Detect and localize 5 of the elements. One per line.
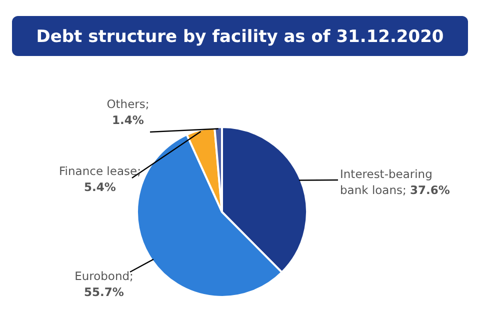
- slice-label: Eurobond; 55.7%: [74, 269, 134, 299]
- slice-label: Others; 1.4%: [106, 97, 150, 127]
- chart-title: Debt structure by facility as of 31.12.2020: [36, 27, 444, 47]
- slice-label: Interest-bearing bank loans; 37.6%: [340, 167, 450, 197]
- slice-label: Finance lease; 5.4%: [59, 164, 141, 194]
